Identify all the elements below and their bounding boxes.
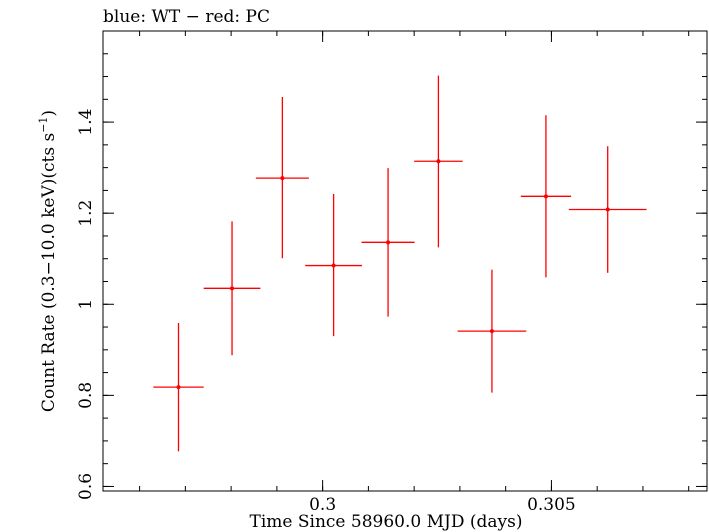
data-point [543, 194, 548, 199]
y-axis-label-superscript: −1 [37, 117, 50, 133]
data-point [489, 329, 494, 334]
y-axis-label-main: Count Rate (0.3−10.0 keV)(cts s [39, 133, 59, 412]
y-axis-label-close: ) [39, 110, 59, 117]
data-point [436, 159, 441, 164]
data-points [153, 75, 647, 452]
x-tick-label: 0.3 [309, 495, 336, 515]
y-tick-label: 1 [76, 299, 96, 310]
data-point [605, 207, 610, 212]
data-point [230, 286, 235, 291]
y-tick-label: 0.8 [76, 382, 96, 409]
x-tick-label: 0.305 [527, 495, 576, 515]
chart-title: blue: WT − red: PC [103, 7, 270, 27]
y-tick-label: 1.2 [76, 200, 96, 227]
data-point [176, 385, 181, 390]
data-point [331, 263, 336, 268]
plot-frame [102, 30, 708, 492]
y-axis-label: Count Rate (0.3−10.0 keV)(cts s−1) [37, 110, 59, 412]
y-tick-label: 0.6 [76, 473, 96, 500]
y-tick-label: 1.4 [76, 109, 96, 136]
x-axis-label: Time Since 58960.0 MJD (days) [250, 512, 523, 532]
data-point [280, 176, 285, 181]
axis-ticks: 0.3 0.305 0.6 0.8 1 1.2 1.4 [76, 30, 707, 515]
data-point [386, 240, 391, 245]
